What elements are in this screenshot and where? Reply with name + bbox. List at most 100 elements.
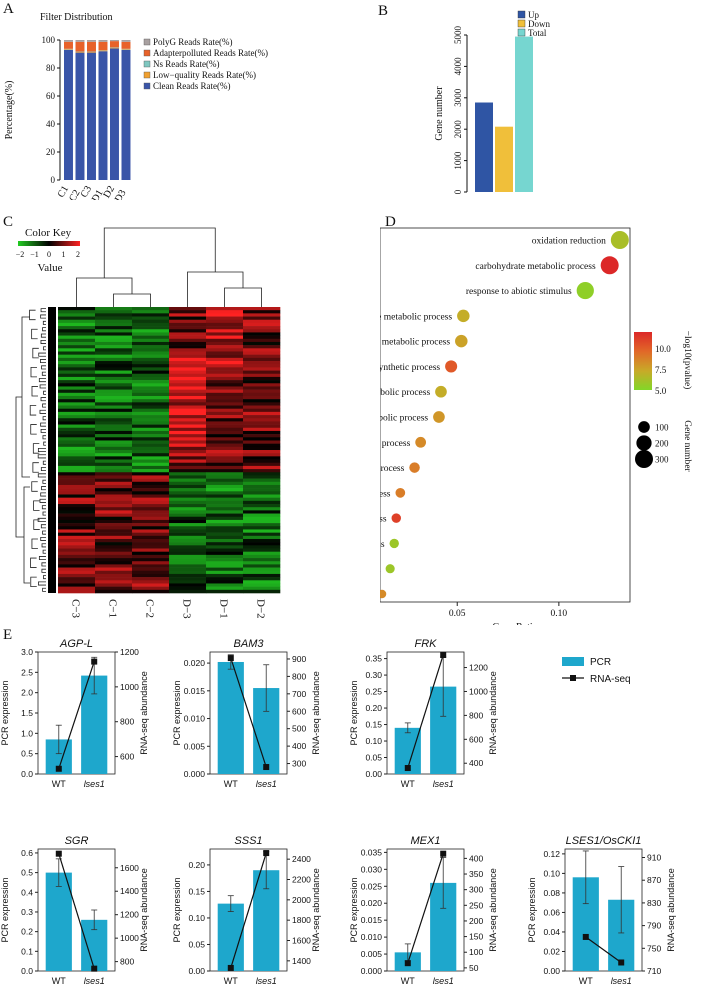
heatmap-cell <box>206 402 244 406</box>
y-tick-label: 100 <box>42 35 56 45</box>
legend-label: Down <box>528 19 550 29</box>
legend-label: Adapterpolluted Reads Rate(%) <box>153 48 268 58</box>
row-dendrogram-branch <box>29 309 36 321</box>
heatmap-cell <box>243 516 281 521</box>
heatmap-cell <box>169 523 207 527</box>
heatmap-cell <box>206 361 244 365</box>
heatmap-cell <box>58 389 96 394</box>
heatmap-cell <box>58 558 96 562</box>
heatmap-cell <box>169 469 207 473</box>
heatmap-cell <box>169 402 207 406</box>
heatmap-cell <box>58 364 96 368</box>
y-tick-label: 0 <box>453 189 463 194</box>
left-tick-label: 0.005 <box>184 741 206 751</box>
go-term-label: polysaccharide metabolic process <box>380 414 428 424</box>
heatmap-cell <box>169 462 207 467</box>
heatmap-cell <box>58 402 96 406</box>
heatmap-cell <box>132 418 170 422</box>
heatmap-cell <box>169 408 207 413</box>
panel-letter-e: E <box>3 627 13 643</box>
subplot-mex1: MEX1 0.000 0.005 0.010 0.015 0.020 0.025 0.030 0… <box>349 835 498 986</box>
heatmap-cell <box>243 535 281 540</box>
heatmap-cell <box>58 440 96 444</box>
heatmap-cell <box>243 389 281 394</box>
stacked-bar-segment <box>121 40 131 42</box>
left-tick-label: 0.15 <box>365 720 382 730</box>
heatmap-cell <box>132 411 170 416</box>
row-dendrogram-branch <box>41 486 46 491</box>
left-tick-label: 2.5 <box>21 667 33 677</box>
right-tick-label: 600 <box>120 752 134 762</box>
row-dendrogram-branch <box>37 448 46 452</box>
heatmap-cell <box>169 456 207 460</box>
right-tick-label: 1800 <box>292 915 311 925</box>
color-key-label: Value <box>37 262 62 274</box>
legend-pcr-swatch <box>562 657 584 666</box>
heatmap-cell <box>243 570 281 575</box>
rnaseq-marker <box>91 658 98 665</box>
stacked-bar-segment <box>87 52 96 180</box>
heatmap-cell <box>206 326 244 330</box>
rnaseq-marker <box>55 765 62 772</box>
row-dendrogram-branch <box>43 346 46 351</box>
heatmap-cell <box>95 551 133 556</box>
y-tick-label: 20 <box>46 147 56 157</box>
heatmap-cell <box>95 313 133 317</box>
heatmap-cell <box>206 446 244 451</box>
heatmap-cell <box>206 345 244 349</box>
heatmap-cell <box>58 348 96 352</box>
heatmap-cell <box>169 373 207 378</box>
heatmap-cell <box>206 389 244 394</box>
color-key-title: Color Key <box>25 227 72 239</box>
left-tick-label: 0.25 <box>365 687 382 697</box>
heatmap-cell <box>58 430 96 435</box>
row-dendrogram-branch <box>40 428 46 433</box>
colorbar <box>634 332 652 390</box>
row-dendrogram-branch <box>30 424 37 435</box>
go-term-label: glucan biosynthetic process <box>380 489 391 499</box>
x-tick-label: lses1 <box>256 976 277 986</box>
bar-down <box>495 126 513 192</box>
size-legend-dot <box>635 450 653 468</box>
heatmap-cell <box>95 472 133 476</box>
heatmap-cell <box>243 583 281 587</box>
go-term-point <box>395 488 406 498</box>
heatmap-cell <box>206 472 244 476</box>
heatmap-cell <box>243 504 281 508</box>
row-dendrogram-branch <box>31 328 38 340</box>
heatmap-cell <box>132 405 170 409</box>
heatmap-cell <box>206 364 244 368</box>
heatmap-cell <box>206 548 244 552</box>
heatmap-cell <box>206 411 244 416</box>
heatmap-cell <box>243 462 281 467</box>
go-term-label: monosaccharide metabolic process <box>380 388 430 398</box>
heatmap-cell <box>132 513 170 518</box>
heatmap-cell <box>206 373 244 378</box>
heatmap-cell <box>58 319 96 324</box>
heatmap-cell <box>206 551 244 556</box>
heatmap-cell <box>243 491 281 495</box>
stacked-bar-segment <box>110 41 119 48</box>
column-label: D−1 <box>218 599 230 619</box>
rnaseq-marker <box>582 933 589 940</box>
heatmap-cell <box>169 383 207 387</box>
row-dendrogram-branch <box>41 543 46 548</box>
heatmap-cell <box>169 494 207 498</box>
left-tick-label: 1.5 <box>21 708 33 718</box>
heatmap-cell <box>243 402 281 406</box>
heatmap-cell <box>58 395 96 400</box>
heatmap-cell <box>169 313 207 317</box>
heatmap-cell <box>95 545 133 549</box>
go-term-label: chloroplast organization <box>380 565 381 575</box>
heatmap-cell <box>169 516 207 521</box>
row-dendrogram-branch <box>42 403 46 408</box>
heatmap-cell <box>132 450 170 454</box>
go-term-label: polysaccharide biosynthetic process <box>380 464 405 474</box>
stacked-bar-segment <box>98 40 108 42</box>
heatmap-cell <box>95 341 133 346</box>
row-dendrogram-branch <box>41 562 46 567</box>
go-term-label: carbohydrate biosynthetic process <box>380 363 440 373</box>
heatmap-cell <box>169 316 207 321</box>
heatmap-cell <box>243 392 281 397</box>
heatmap-cell <box>206 542 244 546</box>
